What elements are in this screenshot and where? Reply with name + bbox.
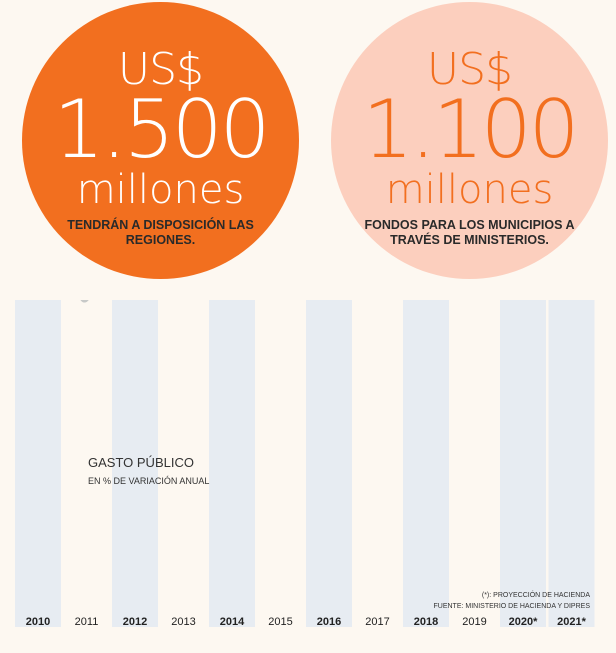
x-label-2016: 2016	[317, 616, 341, 628]
background-bars	[15, 300, 595, 627]
x-label-2013: 2013	[171, 616, 195, 628]
x-label-2017: 2017	[365, 616, 389, 628]
stat-unit: millones	[385, 167, 554, 213]
x-label-2011: 2011	[75, 616, 99, 628]
background-bar-2014	[209, 300, 255, 627]
stat-currency: US$	[426, 44, 513, 95]
stat-description: FONDOS PARA LOS MUNICIPIOS A TRAVÉS DE M…	[364, 218, 575, 247]
x-label-2012: 2012	[123, 616, 147, 628]
background-bar-2016	[306, 300, 352, 627]
stat-currency: US$	[117, 44, 204, 95]
x-label-2021*: 2021*	[557, 616, 586, 628]
public-spending-chart: 7,03,24,74,16,17,43,84,73,44,211,49,5 20…	[15, 300, 595, 628]
x-label-2020*: 2020*	[509, 616, 538, 628]
x-label-2015: 2015	[268, 616, 292, 628]
stat-description: TENDRÁN A DISPOSICIÓN LAS REGIONES.	[67, 218, 254, 247]
stat-amount: 1.500	[53, 83, 270, 176]
background-bar-2010	[15, 300, 61, 627]
x-label-2019: 2019	[462, 616, 486, 628]
chart-subtitle: EN % DE VARIACIÓN ANUAL	[88, 476, 209, 486]
x-axis-labels: 2010 2011 2012 2013 2014 2015 2016 2017 2018 2019…	[26, 616, 587, 628]
background-bar-2020*	[500, 300, 546, 627]
stat-unit: millones	[76, 167, 245, 213]
x-label-2010: 2010	[26, 616, 50, 628]
chart-source: FUENTE: MINISTERIO DE HACIENDA Y DIPRES	[434, 603, 591, 610]
background-bar-2012	[112, 300, 158, 627]
stat-circle-municipalities: US$ 1.100 millones FONDOS PARA LOS MUNIC…	[331, 2, 608, 279]
background-bar-2018	[403, 300, 449, 627]
x-label-2018: 2018	[414, 616, 438, 628]
stat-amount: 1.100	[362, 83, 579, 176]
chart-note: (*): PROYECCIÓN DE HACIENDA	[482, 590, 590, 599]
stat-circle-regions: US$ 1.500 millones TENDRÁN A DISPOSICIÓN…	[22, 2, 299, 279]
chart-title: GASTO PÚBLICO	[88, 455, 194, 470]
background-bar-2021*	[548, 300, 595, 627]
x-label-2014: 2014	[220, 616, 245, 628]
